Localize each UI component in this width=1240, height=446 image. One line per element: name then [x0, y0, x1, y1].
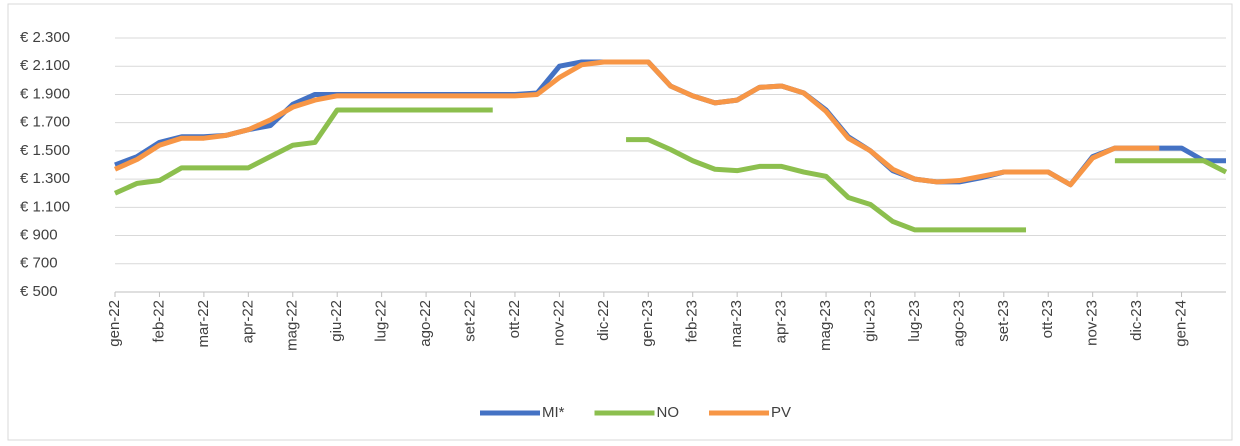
- x-tick-label: feb-23: [684, 300, 701, 343]
- x-tick-label: nov-23: [1084, 300, 1101, 346]
- y-tick-label: € 2.300: [20, 29, 70, 46]
- x-tick-label: mag-23: [817, 300, 834, 351]
- x-tick-label: ott-23: [1039, 300, 1056, 338]
- x-tick-label: ott-22: [506, 300, 523, 338]
- y-tick-label: € 1.100: [20, 198, 70, 215]
- x-tick-label: gen-23: [639, 300, 656, 347]
- x-tick-label: ago-22: [417, 300, 434, 347]
- y-tick-label: € 1.700: [20, 114, 70, 131]
- x-tick-label: mar-22: [195, 300, 212, 348]
- x-tick-label: nov-22: [550, 300, 567, 346]
- x-tick-label: gen-22: [106, 300, 123, 347]
- y-tick-label: € 900: [20, 227, 58, 244]
- legend-label: NO: [657, 404, 680, 421]
- x-tick-label: dic-22: [595, 300, 612, 341]
- x-tick-label: mar-23: [728, 300, 745, 348]
- x-tick-label: set-23: [995, 300, 1012, 342]
- x-tick-label: gen-24: [1173, 300, 1190, 347]
- series-line: [113, 107, 1228, 233]
- y-tick-label: € 1.900: [20, 85, 70, 102]
- legend-label: PV: [771, 404, 791, 421]
- y-tick-label: € 2.100: [20, 57, 70, 74]
- x-tick-label: lug-23: [906, 300, 923, 342]
- series-line: [113, 59, 1160, 188]
- y-tick-label: € 1.300: [20, 170, 70, 187]
- x-tick-label: giu-23: [861, 300, 878, 342]
- x-tick-label: ago-23: [950, 300, 967, 347]
- y-tick-label: € 1.500: [20, 142, 70, 159]
- x-tick-label: apr-22: [239, 300, 256, 343]
- legend-label: MI*: [542, 404, 565, 421]
- x-tick-label: apr-23: [773, 300, 790, 343]
- x-tick-label: dic-23: [1128, 300, 1145, 341]
- x-tick-label: lug-22: [373, 300, 390, 342]
- y-tick-label: € 700: [20, 255, 58, 272]
- x-tick-label: feb-22: [150, 300, 167, 343]
- x-tick-label: set-22: [461, 300, 478, 342]
- chart-frame: [7, 3, 1233, 441]
- x-tick-label: giu-22: [328, 300, 345, 342]
- y-tick-label: € 500: [20, 283, 58, 300]
- x-tick-label: mag-22: [284, 300, 301, 351]
